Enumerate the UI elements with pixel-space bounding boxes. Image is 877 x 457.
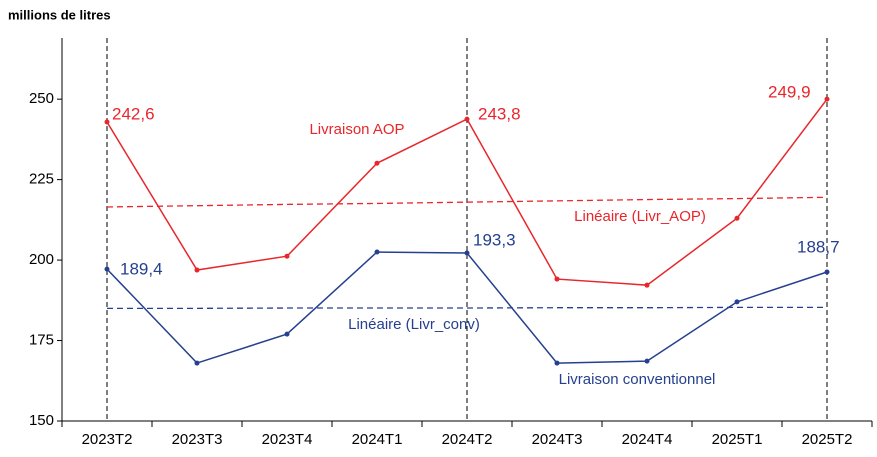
point [374, 249, 380, 255]
annotation: 243,8 [478, 104, 521, 123]
point [284, 253, 290, 259]
point [824, 96, 830, 102]
trend-line [106, 196, 828, 208]
series-label: Livraison AOP [309, 121, 404, 138]
annotation: 242,6 [112, 104, 155, 123]
point [464, 116, 470, 122]
x-tick-label: 2024T4 [622, 431, 673, 448]
x-tick-label: 2023T4 [262, 431, 313, 448]
annotation: 189,4 [120, 259, 163, 278]
x-tick-label: 2024T3 [532, 431, 583, 448]
x-tick-label: 2024T1 [352, 431, 403, 448]
y-tick-label: 150 [29, 412, 54, 429]
point [554, 360, 560, 366]
y-tick-label: 225 [29, 171, 54, 188]
point [824, 269, 830, 275]
series-label: Livraison conventionnel [559, 371, 716, 388]
x-tick-label: 2023T3 [172, 431, 223, 448]
point [734, 215, 740, 221]
x-tick-label: 2023T2 [82, 431, 133, 448]
x-tick-label: 2025T1 [712, 431, 763, 448]
point [734, 299, 740, 305]
point [284, 331, 290, 337]
trend-line [107, 306, 827, 310]
point [194, 360, 200, 366]
x-tick-label: 2025T2 [802, 431, 853, 448]
point [194, 267, 200, 273]
y-tick-label: 175 [29, 332, 54, 349]
point [374, 160, 380, 166]
y-tick-label: 200 [29, 251, 54, 268]
annotation: 188,7 [797, 237, 840, 256]
point [464, 250, 470, 256]
y-tick-label: 250 [29, 90, 54, 107]
series-label: Linéaire (Livr_conv) [348, 316, 480, 333]
x-tick-label: 2024T2 [442, 431, 493, 448]
series-label: Linéaire (Livr_AOP) [574, 208, 706, 225]
point [644, 282, 650, 288]
point [644, 358, 650, 364]
chart-title: millions de litres [8, 7, 111, 22]
point [104, 266, 110, 272]
annotation: 249,9 [768, 82, 811, 101]
point [104, 119, 110, 125]
point [554, 276, 560, 282]
annotation: 193,3 [473, 230, 516, 249]
